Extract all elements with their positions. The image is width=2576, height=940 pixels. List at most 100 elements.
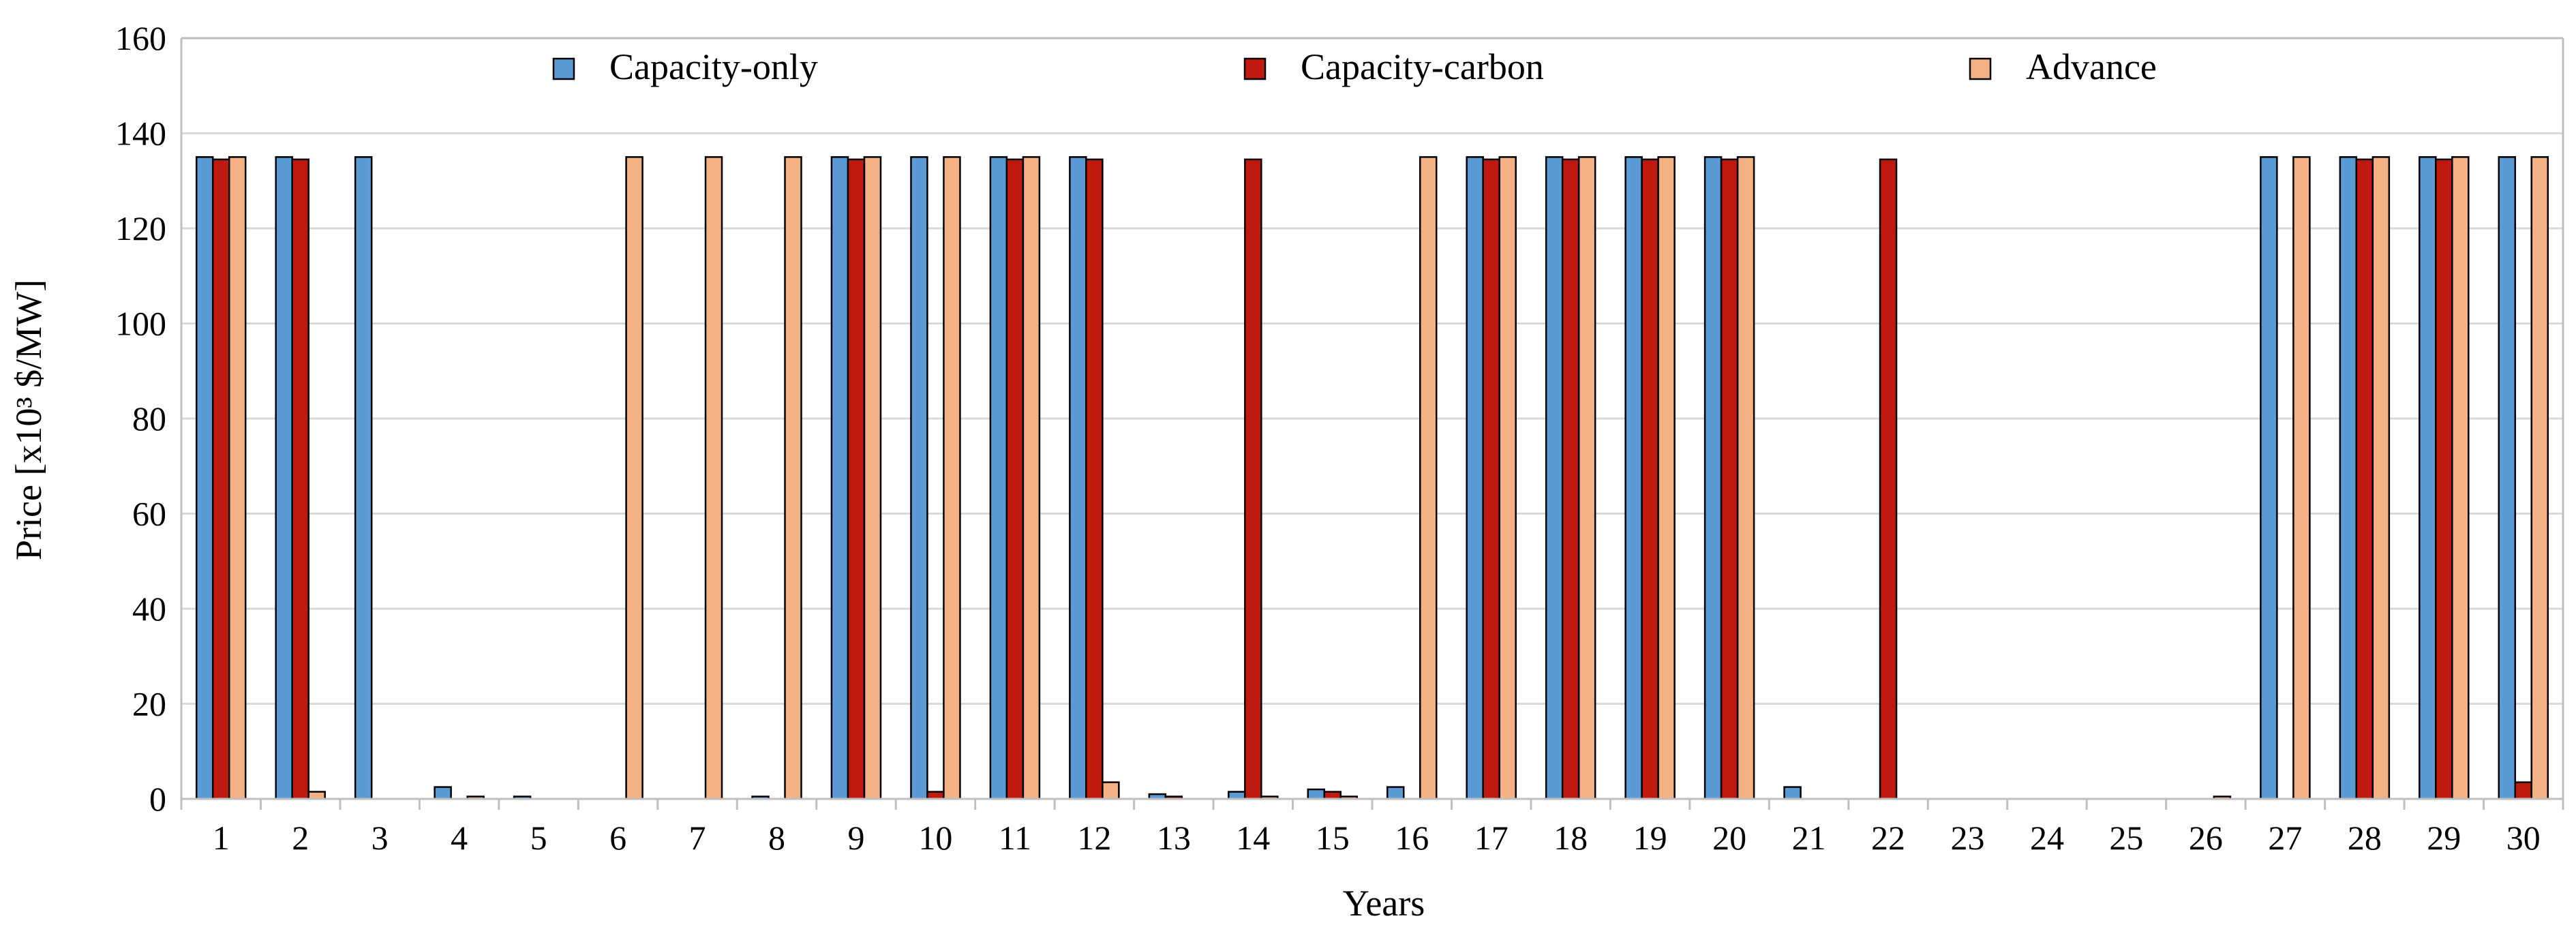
x-tick-label: 12: [1077, 819, 1111, 857]
x-tick-label: 25: [2109, 819, 2143, 857]
bar-capacity-carbon-10: [926, 791, 945, 800]
x-tick-label: 13: [1157, 819, 1191, 857]
legend-label-capacity-only: Capacity-only: [609, 46, 818, 87]
bar-capacity-carbon-30: [2514, 781, 2533, 800]
x-tick-label: 29: [2427, 819, 2461, 857]
legend-item-advance: Advance: [1969, 46, 2157, 87]
x-tick-labels: 1 2 3 4 5 6 7 8 9 10 11 12 13 14 15 16 17 18 19 20 21 22 23 24 2…: [213, 819, 2541, 857]
x-tick-label: 16: [1395, 819, 1429, 857]
x-tick-label: 19: [1633, 819, 1667, 857]
y-tick-label: 120: [115, 209, 166, 247]
bar-advance-9: [863, 156, 882, 800]
y-tick-label: 80: [132, 399, 166, 438]
y-tick-label: 0: [149, 780, 166, 818]
bar-capacity-only-16: [1386, 786, 1405, 800]
bar-capacity-carbon-18: [1561, 158, 1580, 800]
x-tick-label: 28: [2348, 819, 2382, 857]
bar-advance-6: [625, 156, 643, 800]
x-tick-label: 27: [2268, 819, 2302, 857]
bar-capacity-carbon-12: [1085, 158, 1104, 800]
bar-advance-11: [1022, 156, 1041, 800]
legend-item-capacity-only: Capacity-only: [552, 46, 818, 87]
bar-capacity-carbon-11: [1005, 158, 1025, 800]
bar-capacity-carbon-20: [1720, 158, 1739, 800]
x-tick-label: 18: [1554, 819, 1588, 857]
x-tick-label: 5: [530, 819, 547, 857]
legend-item-capacity-carbon: Capacity-carbon: [1243, 46, 1544, 87]
bar-capacity-only-28: [2339, 156, 2358, 800]
bar-capacity-carbon-29: [2435, 158, 2453, 800]
x-tick-label: 21: [1792, 819, 1826, 857]
y-axis-title: Price [x10³ $/MW]: [8, 279, 49, 560]
bar-capacity-only-3: [354, 156, 373, 800]
y-tick-label: 20: [132, 685, 166, 723]
bar-capacity-only-15: [1307, 788, 1326, 800]
x-tick-label: 15: [1316, 819, 1350, 857]
bar-advance-29: [2451, 156, 2470, 800]
bar-advance-10: [943, 156, 961, 800]
bar-advance-17: [1498, 156, 1517, 800]
y-tick-label: 100: [115, 305, 166, 343]
legend-label-advance: Advance: [2026, 46, 2157, 87]
bar-capacity-only-21: [1783, 786, 1802, 800]
bar-capacity-carbon-14: [1244, 158, 1262, 800]
x-tick-label: 2: [292, 819, 309, 857]
bar-advance-7: [704, 156, 723, 800]
bar-advance-12: [1102, 781, 1120, 800]
legend-label-capacity-carbon: Capacity-carbon: [1301, 46, 1544, 87]
bar-capacity-carbon-19: [1641, 158, 1659, 800]
y-tick-labels: 0 20 40 60 80 100 120 140 160: [115, 19, 166, 818]
bar-capacity-only-19: [1624, 156, 1643, 800]
bar-capacity-carbon-28: [2355, 158, 2374, 800]
bar-capacity-carbon-15: [1323, 791, 1342, 800]
x-tick-label: 14: [1236, 819, 1270, 857]
bar-advance-18: [1577, 156, 1596, 800]
x-tick-label: 8: [768, 819, 785, 857]
bar-advance-27: [2292, 156, 2311, 800]
bar-advance-30: [2530, 156, 2549, 800]
x-tick-label: 6: [609, 819, 626, 857]
bar-capacity-only-11: [989, 156, 1008, 800]
x-tick-label: 24: [2030, 819, 2064, 857]
bar-capacity-only-27: [2260, 156, 2278, 800]
axes: [180, 37, 2564, 810]
x-tick-label: 1: [213, 819, 230, 857]
x-tick-label: 4: [451, 819, 468, 857]
y-tick-label: 40: [132, 590, 166, 628]
bar-capacity-only-17: [1466, 156, 1484, 800]
bar-advance-16: [1419, 156, 1438, 800]
bar-capacity-only-30: [2498, 156, 2517, 800]
bar-capacity-carbon-1: [211, 158, 230, 800]
bar-capacity-only-12: [1069, 156, 1087, 800]
bar-advance-8: [784, 156, 802, 800]
legend-swatch-capacity-carbon: [1243, 57, 1267, 80]
bar-capacity-only-18: [1545, 156, 1564, 800]
bar-advance-2: [307, 791, 326, 800]
y-tick-label: 160: [115, 19, 166, 57]
x-tick-label: 17: [1474, 819, 1509, 857]
bar-capacity-carbon-22: [1879, 158, 1898, 800]
bar-capacity-carbon-9: [847, 158, 866, 800]
x-tick-label: 26: [2189, 819, 2223, 857]
bar-capacity-only-14: [1228, 791, 1246, 800]
x-tick-label: 30: [2506, 819, 2541, 857]
bar-advance-28: [2372, 156, 2391, 800]
y-tick-label: 140: [115, 115, 166, 153]
bar-capacity-carbon-17: [1482, 158, 1500, 800]
bar-capacity-only-20: [1703, 156, 1723, 800]
x-tick-label: 7: [689, 819, 706, 857]
bar-capacity-only-1: [195, 156, 214, 800]
x-tick-label: 22: [1871, 819, 1905, 857]
bar-capacity-only-2: [275, 156, 293, 800]
x-tick-label: 10: [918, 819, 952, 857]
bar-capacity-carbon-2: [291, 158, 309, 800]
x-tick-label: 3: [372, 819, 389, 857]
bars: [195, 156, 2549, 800]
bar-capacity-only-4: [434, 786, 452, 800]
x-axis-title: Years: [1343, 883, 1425, 924]
bar-capacity-only-29: [2419, 156, 2437, 800]
legend-swatch-capacity-only: [552, 57, 575, 80]
y-tick-label: 60: [132, 495, 166, 533]
x-tick-label: 11: [999, 819, 1031, 857]
